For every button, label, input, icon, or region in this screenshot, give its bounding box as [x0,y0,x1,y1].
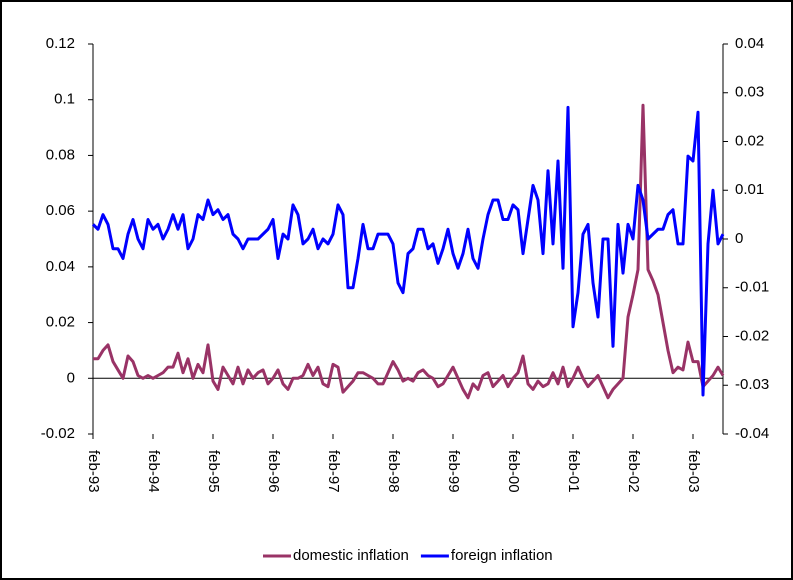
y2-tick-label: -0.03 [735,376,769,393]
y2-tick-label: -0.02 [735,327,769,344]
series-line [93,103,725,400]
x-tick-label: feb-97 [325,450,342,493]
y-tick-label: 0.06 [46,202,75,219]
y2-tick-label: 0.03 [735,84,764,101]
x-tick-label: feb-96 [265,450,282,493]
y2-tick-label: -0.01 [735,279,769,296]
y-tick-label: 0.08 [46,146,75,163]
y2-tick-label: 0.04 [735,35,764,52]
legend-label: domestic inflation [293,547,409,564]
y2-tick-label: 0 [735,230,743,247]
legend-label: foreign inflation [451,547,553,564]
y-tick-label: 0.02 [46,314,75,331]
x-tick-label: feb-98 [385,450,402,493]
y-tick-label: 0.1 [54,91,75,108]
x-tick-label: feb-95 [205,450,222,493]
x-tick-label: feb-03 [685,450,702,493]
series-line [91,105,725,397]
y-tick-label: 0.12 [46,35,75,52]
x-tick-label: feb-94 [145,450,162,493]
y2-tick-label: -0.04 [735,425,769,442]
x-tick-label: feb-99 [445,450,462,493]
x-tick-label: feb-93 [85,450,102,493]
y-tick-label: -0.02 [41,425,75,442]
y2-tick-label: 0.01 [735,181,764,198]
y2-tick-label: 0.02 [735,132,764,149]
x-tick-label: feb-02 [625,450,642,493]
y-tick-label: 0.04 [46,258,75,275]
x-tick-label: feb-00 [505,450,522,493]
x-tick-label: feb-01 [565,450,582,493]
y-tick-label: 0 [67,369,75,386]
